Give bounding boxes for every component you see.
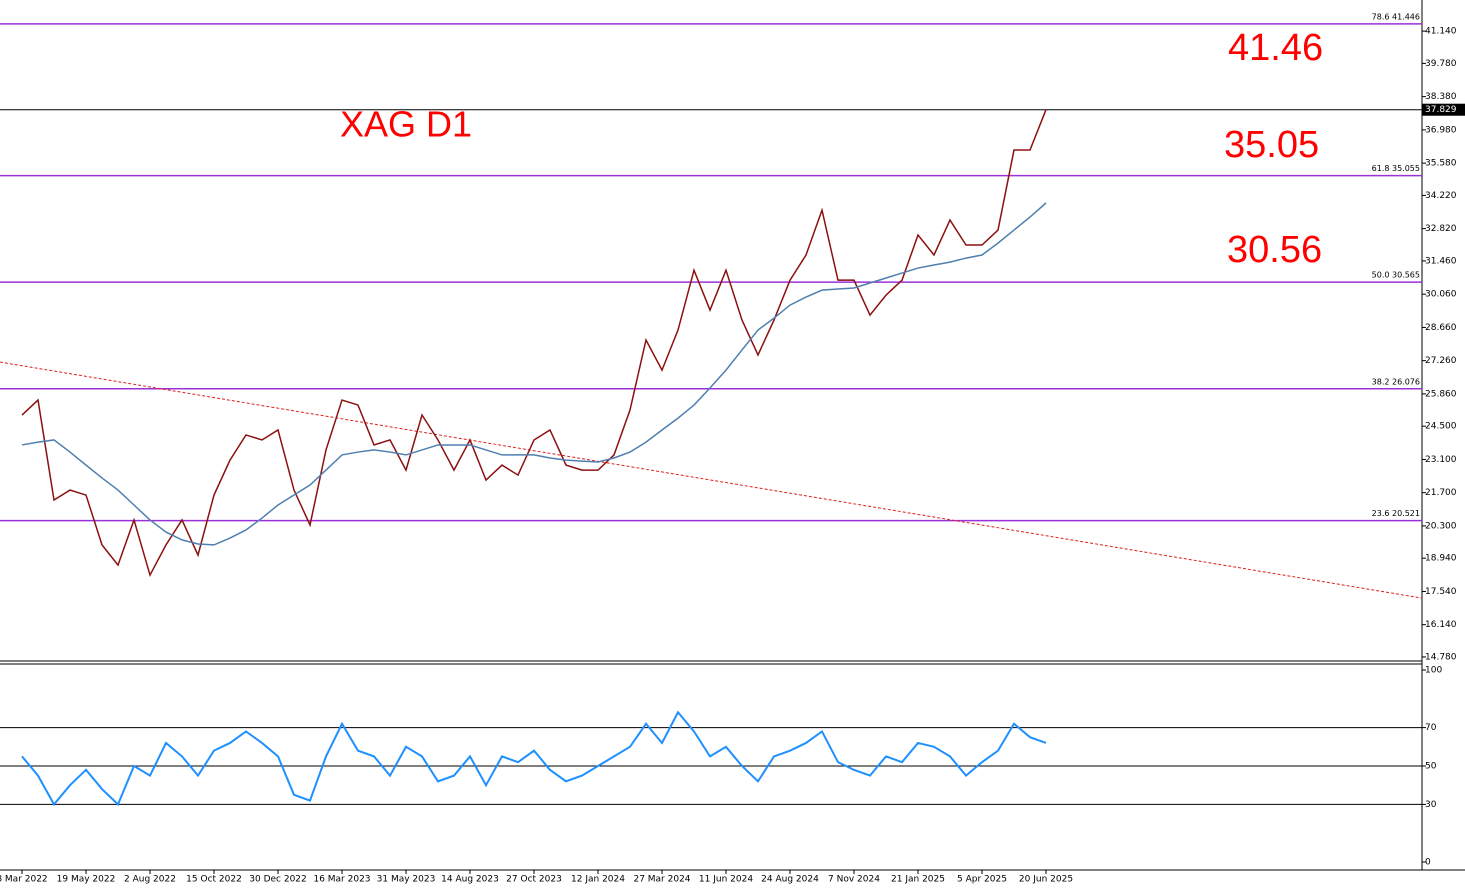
y-tick-label: 0 — [1425, 858, 1431, 868]
x-tick-label: 21 Jan 2025 — [891, 875, 945, 885]
fib-label: 78.6 41.446 — [1372, 12, 1420, 21]
x-tick-label: 5 Apr 2025 — [957, 875, 1007, 885]
x-tick-label: 27 Mar 2024 — [633, 875, 690, 885]
series-line — [21, 710, 1047, 807]
x-tick-label: 12 Jan 2024 — [571, 875, 625, 885]
y-tick-label: 24.500 — [1425, 422, 1457, 432]
y-tick-label: 32.820 — [1425, 224, 1457, 234]
y-tick-label: 38.380 — [1425, 92, 1457, 102]
y-tick-label: 70 — [1425, 723, 1437, 733]
y-tick-label: 39.780 — [1425, 59, 1457, 69]
series-line — [21, 109, 1047, 578]
y-tick-label: 27.260 — [1425, 356, 1457, 366]
y-tick-label: 20.300 — [1425, 521, 1457, 531]
y-tick-label: 30.060 — [1425, 290, 1457, 300]
y-tick-label: 100 — [1425, 666, 1442, 676]
x-tick-label: 20 Jun 2025 — [1019, 875, 1073, 885]
x-tick-label: 14 Aug 2023 — [441, 875, 499, 885]
x-tick-label: 11 Jun 2024 — [699, 875, 753, 885]
y-tick-label: 21.700 — [1425, 488, 1457, 498]
y-tick-label: 17.540 — [1425, 587, 1457, 597]
y-tick-label: 28.660 — [1425, 323, 1457, 333]
y-tick-label: 25.860 — [1425, 389, 1457, 399]
fib-label: 23.6 20.521 — [1372, 509, 1420, 518]
x-tick-label: 15 Oct 2022 — [186, 875, 242, 885]
y-tick-label: 41.140 — [1425, 27, 1457, 37]
y-tick-label: 35.580 — [1425, 159, 1457, 169]
fib-label: 38.2 26.076 — [1372, 377, 1420, 386]
annotation: 41.46 — [1228, 27, 1323, 69]
fib-label: 50.0 30.565 — [1372, 271, 1420, 280]
x-tick-label: 27 Oct 2023 — [506, 875, 562, 885]
x-tick-label: 31 May 2023 — [377, 875, 436, 885]
fib-label: 61.8 35.055 — [1372, 164, 1420, 173]
y-tick-label: 16.140 — [1425, 620, 1457, 630]
chart-title: XAG D1 — [340, 104, 472, 145]
x-tick-label: 24 Aug 2024 — [761, 875, 819, 885]
y-tick-label: 50 — [1425, 762, 1437, 772]
series-line — [21, 202, 1047, 546]
x-tick-label: 30 Dec 2022 — [249, 875, 307, 885]
y-tick-label: 18.940 — [1425, 554, 1457, 564]
price-tag — [1422, 103, 1465, 116]
trend-line — [0, 361, 1423, 599]
annotation: 35.05 — [1224, 124, 1319, 166]
x-tick-label: 2 Aug 2022 — [124, 875, 176, 885]
price-label: 37.829 — [1425, 105, 1457, 115]
y-tick-label: 30 — [1425, 800, 1437, 810]
x-tick-label: 7 Nov 2024 — [828, 875, 880, 885]
x-tick-label: 16 Mar 2023 — [313, 875, 370, 885]
x-tick-label: 8 Mar 2022 — [0, 875, 48, 885]
y-tick-label: 23.100 — [1425, 455, 1457, 465]
y-tick-label: 14.780 — [1425, 652, 1457, 662]
y-tick-label: 34.220 — [1425, 191, 1457, 201]
annotation: 30.56 — [1227, 229, 1322, 271]
y-tick-label: 31.460 — [1425, 256, 1457, 266]
x-tick-label: 19 May 2022 — [57, 875, 116, 885]
y-tick-label: 36.980 — [1425, 125, 1457, 135]
